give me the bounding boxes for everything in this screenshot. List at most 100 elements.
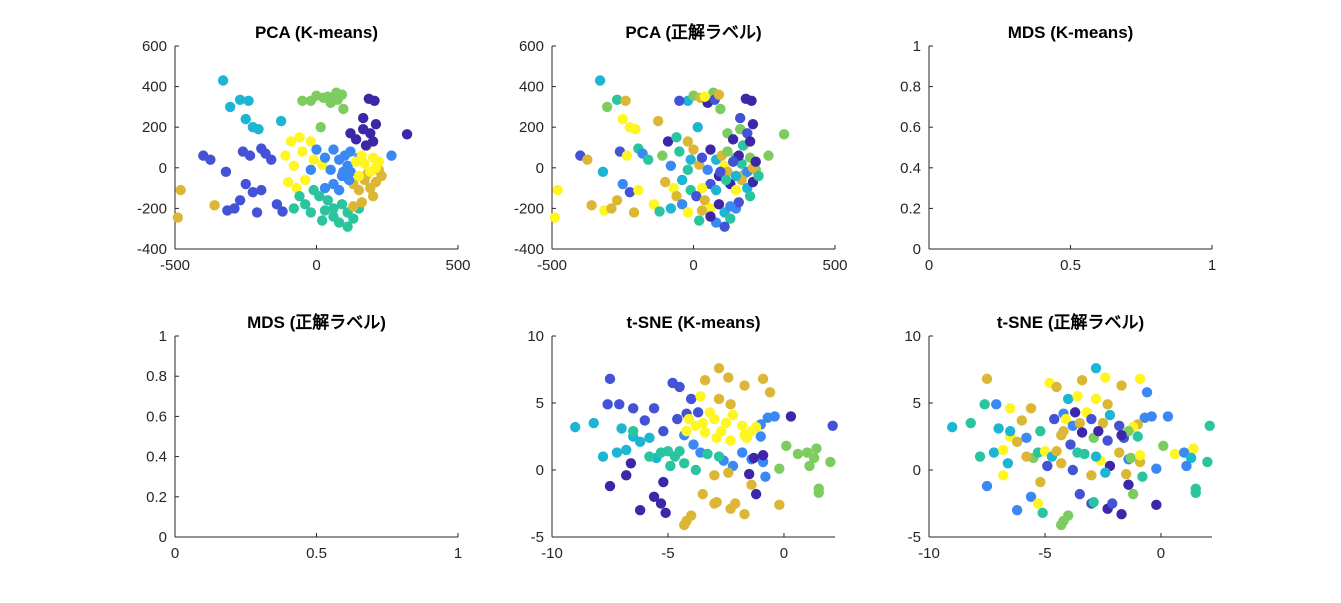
scatter-point [725,213,736,224]
scatter-point [676,199,688,210]
scatter-point [660,507,671,519]
scatter-point [676,174,688,186]
scatter-point [744,191,756,202]
scatter-point [1090,451,1102,462]
scatter-point [1062,393,1074,405]
scatter-point [804,460,815,472]
scatter-point [705,144,716,155]
scatter-point [217,75,229,86]
subplot-1: PCA (K-means) -500 0 500 -400 -200 0 200 400 600 [137,23,471,274]
scatter-point [353,170,365,182]
scatter-point [730,170,742,182]
scatter-points [946,362,1215,531]
scatter-point [1021,451,1032,462]
scatter-point [376,170,387,182]
y-tick-label: 200 [142,119,167,136]
scatter-point [739,380,750,391]
scatter-point [705,211,716,222]
scatter-point [275,115,287,127]
scatter-point [319,152,331,163]
scatter-point [1051,381,1062,393]
scatter-point [1056,458,1067,469]
scatter-point [720,174,732,186]
scatter-point [693,215,705,226]
scatter-point [244,150,256,161]
scatter-point [725,201,736,212]
scatter-point [813,487,824,498]
scatter-point [757,373,769,385]
scatter-point [611,447,623,458]
scatter-point [627,425,639,437]
scatter-point [657,150,668,161]
scatter-point [1151,463,1162,474]
scatter-point [345,146,356,157]
plot-title: t-SNE (K-means) [626,313,760,332]
scatter-point [311,144,322,155]
scatter-point [611,94,623,105]
plot-title: PCA (正解ラベル) [625,22,761,42]
scatter-point [288,203,300,214]
scatter-point [1016,415,1027,426]
scatter-point [685,393,697,405]
scatter-point [1025,491,1037,502]
scatter-point [1021,432,1032,444]
scatter-point [769,411,780,422]
y-tick-label: 0.4 [900,160,921,177]
scatter-point [342,221,353,232]
y-tick-label: 0.6 [900,119,921,136]
scatter-point [606,203,617,214]
scatter-point [682,207,694,218]
scatter-point [1104,409,1116,421]
scatter-point [685,510,697,521]
scatter-point [1035,425,1046,437]
x-tick-label: 0 [171,545,179,562]
x-tick-label: -10 [541,545,563,562]
scatter-point [1134,450,1146,461]
scatter-point [660,176,671,188]
scatter-point [746,479,757,490]
y-tick-label: 0 [913,241,921,258]
y-tick-label: 200 [519,119,544,136]
scatter-point [739,509,750,520]
scatter-point [229,203,240,214]
scatter-point [727,409,739,421]
scatter-point [365,128,376,139]
scatter-point [315,122,326,133]
scatter-point [1074,417,1085,429]
scatter-point [1151,499,1162,511]
scatter-point [1067,464,1079,476]
scatter-point [1181,460,1192,472]
scatter-point [336,199,348,210]
scatter-point [1069,407,1081,418]
scatter-point [722,146,733,157]
scatter-point [266,154,277,165]
scatter-point [696,182,708,194]
scatter-point [825,456,836,468]
scatter-point [369,95,380,107]
x-tick-label: 0 [780,545,788,562]
scatter-point [308,154,319,165]
scatter-point [827,420,838,431]
scatter-point [671,191,682,202]
scatter-point [755,431,766,442]
y-tick-label: 0 [536,160,544,177]
scatter-point [699,195,711,206]
scatter-point [991,399,1002,410]
scatter-point [616,423,627,434]
scatter-point [602,399,613,410]
scatter-point [319,205,331,216]
scatter-point [774,463,785,474]
y-tick-label: 0.8 [146,368,167,385]
scatter-point [601,101,613,113]
scatter-point [285,136,297,147]
scatter-point [692,407,704,418]
scatter-point [643,154,654,165]
scatter-point [297,95,308,107]
scatter-point [1004,403,1016,414]
scatter-point [1037,507,1048,519]
scatter-point [271,199,283,210]
scatter-point [628,207,640,218]
scatter-point [620,95,631,107]
scatter-point [792,448,804,460]
